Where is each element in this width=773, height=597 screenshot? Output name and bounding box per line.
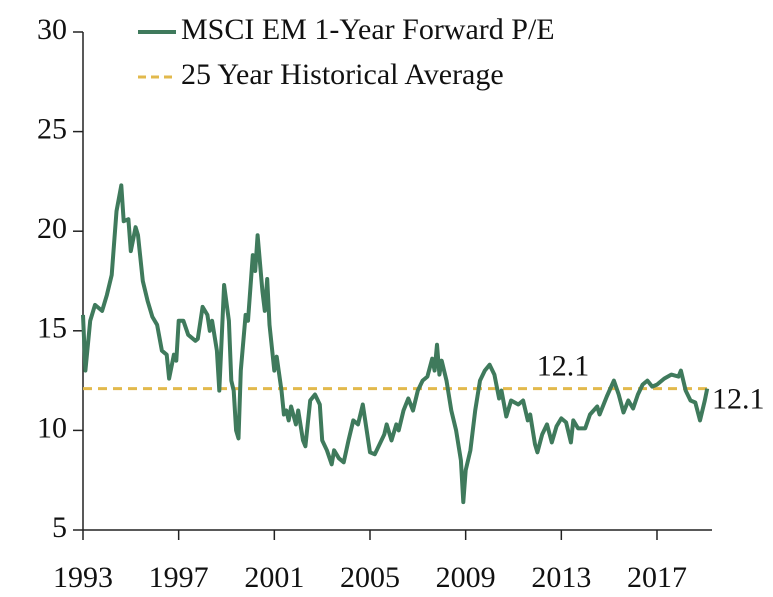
y-tick-label: 20 (37, 212, 67, 245)
x-tick-label: 1997 (149, 561, 209, 594)
x-tick-label: 2017 (627, 561, 687, 594)
y-tick-label: 5 (52, 511, 67, 544)
y-tick-label: 10 (37, 411, 67, 444)
y-tick-label: 30 (37, 13, 67, 46)
x-tick-label: 2005 (340, 561, 400, 594)
legend-label: 25 Year Historical Average (181, 58, 504, 91)
x-tick-label: 2001 (244, 561, 304, 594)
series-line (81, 183, 710, 505)
average-label: 12.1 (537, 349, 590, 382)
x-tick-label: 2009 (436, 561, 496, 594)
y-tick-label: 15 (37, 312, 67, 345)
x-tick-label: 1993 (53, 561, 113, 594)
x-tick-label: 2013 (531, 561, 591, 594)
end-label: 12.1 (712, 382, 765, 415)
legend-label: MSCI EM 1-Year Forward P/E (181, 13, 555, 46)
y-tick-label: 25 (37, 112, 67, 145)
